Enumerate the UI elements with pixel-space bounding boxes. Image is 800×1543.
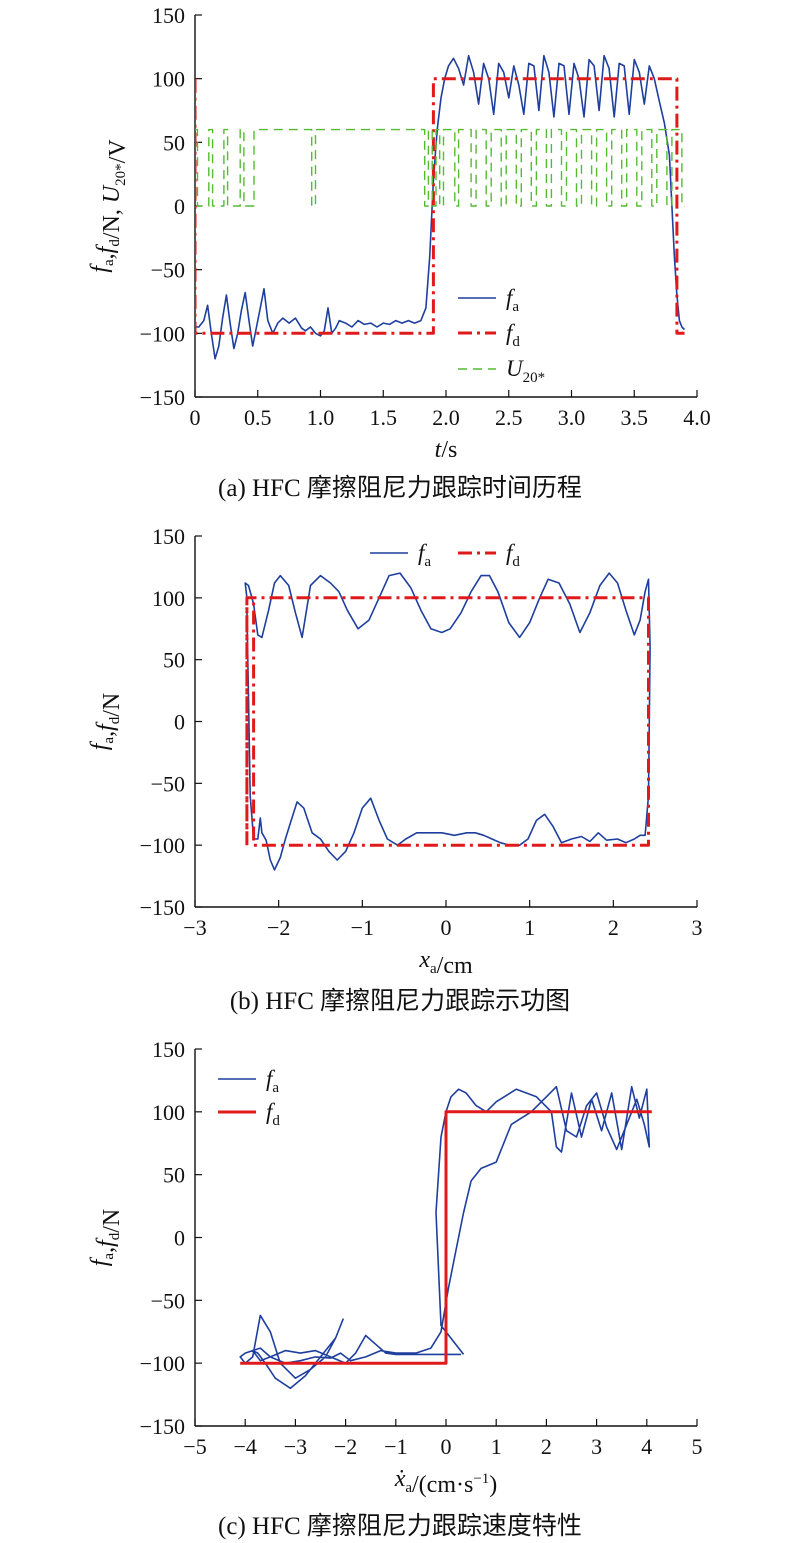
x-tick-label: 1 bbox=[491, 1434, 502, 1459]
y-tick-label: −50 bbox=[151, 771, 185, 796]
chart-a: −150 −100 −50 0 50 100 150 0 0.5 1.0 1.5 2.0 2.5 3.0 3… bbox=[87, 3, 711, 463]
y-tick-label: −150 bbox=[140, 1414, 185, 1439]
chart-b: −150 −100 −50 0 50 100 150 −3 −2 −1 0 1 2 3 fa,fd/N xa/… bbox=[87, 524, 703, 979]
caption-b: (b) HFC 摩擦阻尼力跟踪示功图 bbox=[229, 988, 571, 1015]
series-fa-line bbox=[195, 54, 686, 360]
y-tick-label: 150 bbox=[152, 1037, 185, 1062]
x-tick-label: 0 bbox=[441, 1434, 452, 1459]
y-tick-label: 0 bbox=[174, 710, 185, 735]
y-tick-label: 150 bbox=[152, 524, 185, 549]
y-axis-label: fa,fd/N bbox=[87, 1209, 125, 1267]
x-tick-label: −3 bbox=[284, 1434, 307, 1459]
series-fd-line bbox=[240, 1110, 652, 1365]
legend-label-fd: fd bbox=[506, 540, 520, 570]
x-tick-label: −4 bbox=[233, 1434, 256, 1459]
legend-label-fa: fa bbox=[418, 540, 431, 570]
x-tick-label: 5 bbox=[692, 1434, 703, 1459]
series-fa-line bbox=[244, 572, 651, 871]
series-fa-line bbox=[239, 1085, 651, 1390]
x-axis-label: t/s bbox=[435, 437, 458, 463]
caption-a: (a) HFC 摩擦阻尼力跟踪时间历程 bbox=[218, 475, 582, 502]
x-tick-label: 3.0 bbox=[558, 405, 586, 430]
legend: fa fd bbox=[370, 540, 520, 570]
series-group bbox=[239, 1085, 652, 1390]
x-tick-label: 4.0 bbox=[683, 405, 711, 430]
x-tick-label: 4 bbox=[641, 1434, 652, 1459]
x-tick-label: 0 bbox=[190, 405, 201, 430]
chart-c: −150 −100 −50 0 50 100 150 −5 −4 −3 −2 −1 0 1 2 3 4 5 fa,f… bbox=[87, 1037, 703, 1498]
x-axis-label: xa/cm bbox=[418, 947, 473, 979]
legend-label-fa: fa bbox=[266, 1066, 279, 1096]
x-tick-label: 0 bbox=[441, 915, 452, 940]
series-fd-line bbox=[195, 77, 685, 335]
legend-label-fd: fd bbox=[266, 1099, 280, 1129]
legend: fa fd U20* bbox=[458, 285, 545, 386]
y-tick-label: 50 bbox=[163, 648, 185, 673]
x-tick-label: 1.0 bbox=[307, 405, 335, 430]
legend-label-fa: fa bbox=[506, 285, 519, 315]
x-tick-label: 1 bbox=[524, 915, 535, 940]
x-tick-label: −3 bbox=[183, 915, 206, 940]
x-tick-label: 3.5 bbox=[621, 405, 649, 430]
chart-panel-b: −150 −100 −50 0 50 100 150 −3 −2 −1 0 1 2 3 fa,fd/N xa/… bbox=[0, 515, 800, 1020]
y-tick-label: 100 bbox=[152, 67, 185, 92]
y-tick-label: −100 bbox=[140, 1351, 185, 1376]
y-tick-label: −50 bbox=[151, 1288, 185, 1313]
y-axis-label: fa,fd/N, U20*/V bbox=[87, 139, 131, 273]
y-tick-label: 0 bbox=[174, 194, 185, 219]
x-tick-label: −5 bbox=[183, 1434, 206, 1459]
caption-c: (c) HFC 摩擦阻尼力跟踪速度特性 bbox=[218, 1513, 582, 1540]
y-tick-label: −100 bbox=[140, 833, 185, 858]
y-tick-label: 100 bbox=[152, 1100, 185, 1125]
y-tick-label: −150 bbox=[140, 895, 185, 920]
series-U20star-line bbox=[195, 128, 685, 207]
chart-panel-c: −150 −100 −50 0 50 100 150 −5 −4 −3 −2 −1 0 1 2 3 4 5 fa,f… bbox=[0, 1030, 800, 1543]
x-tick-label: 3 bbox=[591, 1434, 602, 1459]
y-tick-label: −50 bbox=[151, 258, 185, 283]
legend-label-U20star: U20* bbox=[506, 356, 545, 386]
y-axis-label: fa,fd/N bbox=[87, 693, 125, 751]
x-tick-label: 0.5 bbox=[244, 405, 272, 430]
x-tick-label: 3 bbox=[692, 915, 703, 940]
x-tick-label: 2 bbox=[541, 1434, 552, 1459]
x-tick-label: 1.5 bbox=[370, 405, 398, 430]
x-axis-label: ẋa/(cm·s−1) bbox=[394, 1466, 498, 1498]
series-fd-line bbox=[245, 596, 650, 847]
y-tick-label: −100 bbox=[140, 321, 185, 346]
y-tick-label: 0 bbox=[174, 1226, 185, 1251]
x-tick-label: −2 bbox=[267, 915, 290, 940]
legend-label-fd: fd bbox=[506, 320, 520, 350]
series-group bbox=[244, 572, 651, 871]
y-tick-label: 50 bbox=[163, 1163, 185, 1188]
y-tick-label: 100 bbox=[152, 586, 185, 611]
x-tick-label: −1 bbox=[351, 915, 374, 940]
y-tick-label: 150 bbox=[152, 3, 185, 28]
chart-panel-a: −150 −100 −50 0 50 100 150 0 0.5 1.0 1.5 2.0 2.5 3.0 3… bbox=[0, 0, 800, 510]
x-tick-label: 2.0 bbox=[432, 405, 460, 430]
x-tick-label: 2.5 bbox=[495, 405, 523, 430]
series-group bbox=[195, 54, 686, 360]
x-tick-label: −1 bbox=[384, 1434, 407, 1459]
x-tick-label: −2 bbox=[334, 1434, 357, 1459]
x-tick-label: 2 bbox=[608, 915, 619, 940]
y-tick-label: 50 bbox=[163, 130, 185, 155]
y-tick-label: −150 bbox=[140, 385, 185, 410]
